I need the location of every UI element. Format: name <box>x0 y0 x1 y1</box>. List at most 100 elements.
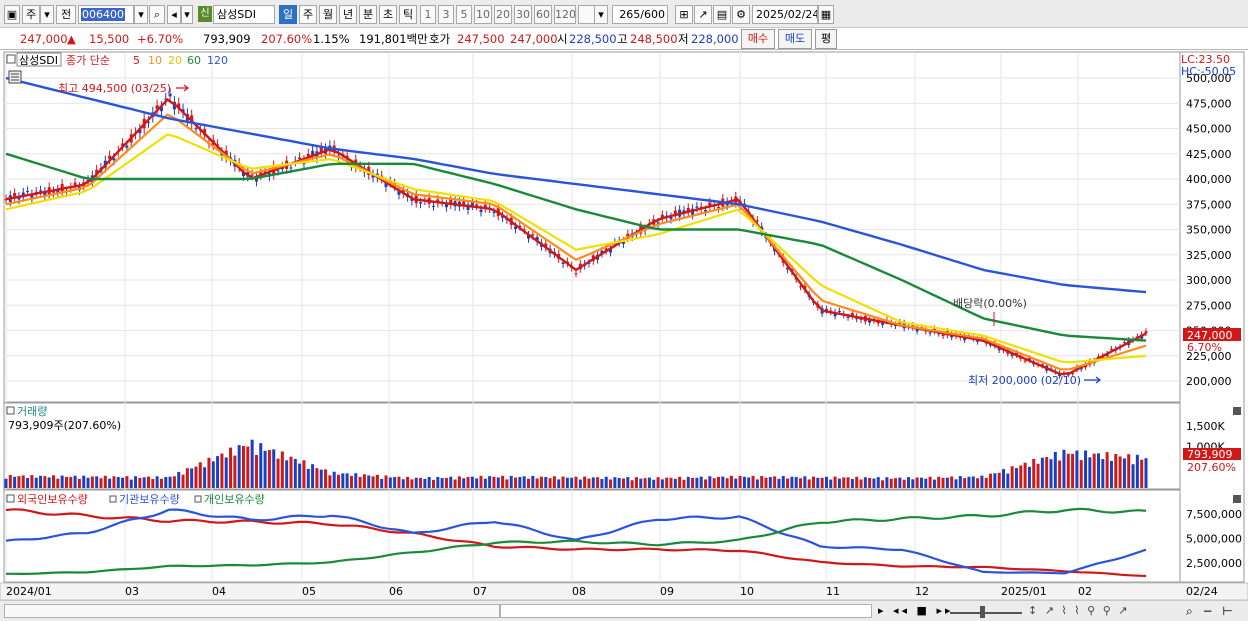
interval-3-button[interactable]: 3 <box>438 5 454 24</box>
scroll-track-left[interactable] <box>4 604 500 618</box>
volume-bar <box>298 463 302 488</box>
interval-60-button[interactable]: 60 <box>534 5 552 24</box>
count-field[interactable]: 265/600 <box>612 5 668 24</box>
interval-5-button[interactable]: 5 <box>456 5 472 24</box>
interval-1-button[interactable]: 1 <box>420 5 436 24</box>
volume-bar <box>1036 463 1040 488</box>
volume-bar <box>980 475 984 488</box>
market-dropdown-icon[interactable]: ▾ <box>40 5 54 24</box>
volume-bar <box>246 446 250 488</box>
holding-panel-menu-icon[interactable] <box>6 494 15 503</box>
volume-bar <box>1062 449 1066 488</box>
volume-bar <box>665 477 669 488</box>
volume-panel-close-icon[interactable] <box>1233 407 1241 415</box>
volume-bar <box>786 478 790 488</box>
volume-bar <box>652 479 656 488</box>
candle-body <box>695 206 699 208</box>
volume-bar <box>911 479 915 488</box>
zoom-slider[interactable] <box>950 603 1022 619</box>
volume-bar <box>656 477 660 488</box>
candle-body <box>159 106 163 112</box>
buy-button[interactable]: 매수 <box>741 29 775 49</box>
price-panel <box>3 51 1181 403</box>
volume-bar <box>254 455 258 488</box>
custom-interval-dropdown-icon[interactable]: ▾ <box>594 5 608 24</box>
volume-bar <box>570 477 574 488</box>
speaker-dropdown-icon[interactable]: ▾ <box>181 5 193 24</box>
volume-bar <box>190 468 194 488</box>
period-tick-tab[interactable]: 틱 <box>399 5 417 24</box>
volume-bar <box>708 476 712 488</box>
volume-panel-menu-icon[interactable] <box>6 406 15 415</box>
save-icon[interactable]: ▤ <box>713 5 731 24</box>
interval-120-label: 120 <box>555 8 576 21</box>
date-value: 2025/02/24 <box>756 8 818 21</box>
interval-10-button[interactable]: 10 <box>474 5 492 24</box>
period-minute-tab[interactable]: 분 <box>359 5 377 24</box>
volume-bar <box>224 457 228 488</box>
volume-bar <box>699 476 703 488</box>
nav-buttons[interactable]: ▸ ◂◂ ■ ▸▸ <box>878 604 954 617</box>
volume-bar <box>842 477 846 488</box>
scroll-bar[interactable]: ▸ ◂◂ ■ ▸▸ ↕ ↗ ⌇ ⌇ ⚲ ⚲ ↗ ⌕ − ⊢ + A <box>0 600 1248 621</box>
volume-bar <box>285 460 289 488</box>
volume-bars <box>4 439 1148 488</box>
speaker-icon[interactable]: ◂ <box>167 5 181 24</box>
interval-20-button[interactable]: 20 <box>494 5 512 24</box>
chart-area[interactable]: 500,000 475,000 450,000 425,000 400,000 375,0… <box>0 50 1248 601</box>
volume-bar <box>863 477 867 488</box>
volume-bar <box>380 478 384 488</box>
interval-3-label: 3 <box>442 8 450 21</box>
volume-bar <box>734 478 738 488</box>
chart-tool-icons[interactable]: ↕ ↗ ⌇ ⌇ ⚲ ⚲ ↗ <box>1028 604 1130 617</box>
search-icon[interactable]: ⌕ <box>149 5 165 24</box>
interval-120-button[interactable]: 120 <box>554 5 576 24</box>
interval-5-label: 5 <box>460 8 468 21</box>
volume-bar <box>302 460 306 488</box>
candle-body <box>319 147 323 153</box>
interval-30-button[interactable]: 30 <box>514 5 532 24</box>
volume-bar <box>1131 464 1135 488</box>
candle-body <box>609 247 613 253</box>
stock-name-field[interactable]: 삼성SDI <box>213 5 275 24</box>
market-select[interactable]: 주 <box>22 5 40 24</box>
volume-bar <box>876 477 880 488</box>
volume-bar <box>479 475 483 488</box>
draw-tool-icon[interactable]: ↗ <box>694 5 712 24</box>
x-tick-label: 08 <box>572 585 586 598</box>
period-day-tab[interactable]: 일 <box>279 5 297 24</box>
zoom-controls[interactable]: ⌕ − ⊢ + A <box>1186 604 1236 621</box>
calendar-icon[interactable]: ▦ <box>818 5 834 24</box>
volume-bar <box>419 477 423 488</box>
volume-bar <box>859 479 863 488</box>
candle-body <box>531 234 535 236</box>
scroll-thumb[interactable] <box>500 604 872 618</box>
settings-gear-icon[interactable]: ⚙ <box>732 5 750 24</box>
period-month-tab[interactable]: 월 <box>319 5 337 24</box>
period-year-tab[interactable]: 년 <box>339 5 357 24</box>
date-field[interactable]: 2025/02/24 <box>752 5 818 24</box>
prev-button[interactable]: 전 <box>56 5 76 24</box>
holding-panel-close-icon[interactable] <box>1233 495 1241 503</box>
period-week-tab[interactable]: 주 <box>299 5 317 24</box>
volume-bar <box>60 475 64 488</box>
volume-bar <box>1032 458 1036 488</box>
volume-bar <box>1088 457 1092 488</box>
volume-bar <box>432 479 435 488</box>
period-second-tab[interactable]: 초 <box>379 5 397 24</box>
stock-code-value: 006400 <box>81 8 125 21</box>
indicator-icon[interactable]: ⊞ <box>675 5 693 24</box>
volume-bar <box>522 476 526 488</box>
zoom-slider-handle[interactable] <box>980 606 985 618</box>
window-icon[interactable]: ▣ <box>4 5 20 24</box>
chart-svg[interactable]: 500,000 475,000 450,000 425,000 400,000 375,0… <box>0 50 1248 601</box>
candle-body <box>600 250 604 254</box>
panel-menu-icon[interactable] <box>6 54 16 64</box>
eval-button[interactable]: 평 <box>815 29 837 49</box>
stock-code-input[interactable]: 006400 <box>78 5 134 24</box>
code-dropdown-icon[interactable]: ▾ <box>134 5 148 24</box>
legend-institution: 기관보유수량 <box>119 493 180 506</box>
volume-bar <box>211 461 215 488</box>
sell-button[interactable]: 매도 <box>778 29 812 49</box>
volume-bar <box>712 478 716 488</box>
